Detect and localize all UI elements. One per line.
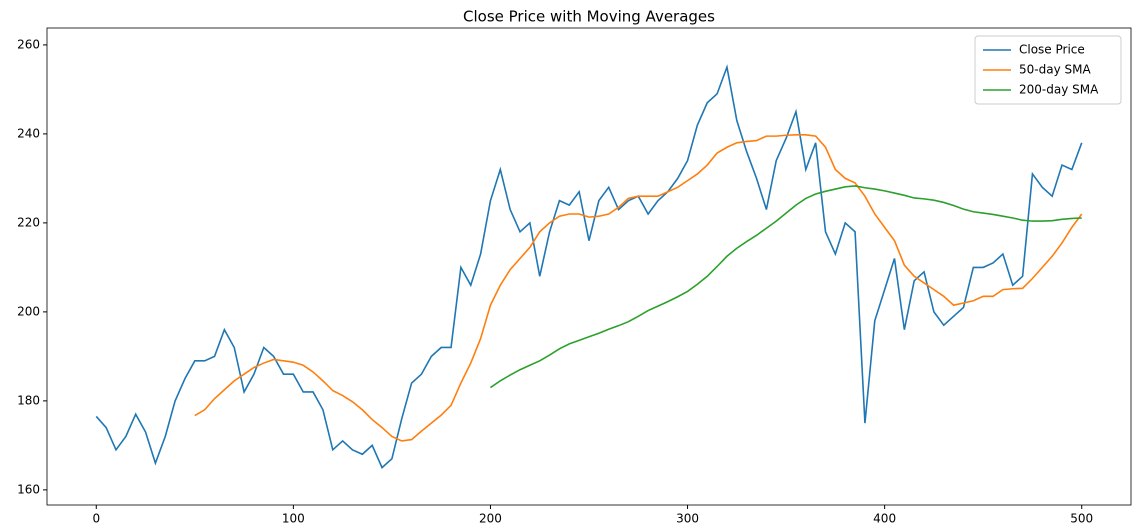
- series-line: [490, 185, 1082, 389]
- x-tick-label: 200: [479, 512, 502, 526]
- x-tick-label: 400: [873, 512, 896, 526]
- y-tick-label: 260: [17, 37, 40, 51]
- legend-box: [974, 35, 1122, 105]
- legend-label: Close Price: [1019, 43, 1085, 57]
- y-tick-label: 240: [17, 126, 40, 140]
- chart-title: Close Price with Moving Averages: [463, 8, 715, 26]
- series-line: [194, 133, 1083, 442]
- x-tick-label: 100: [282, 512, 305, 526]
- x-tick-label: 500: [1070, 512, 1093, 526]
- legend-label: 50-day SMA: [1019, 63, 1091, 77]
- plot-frame: [46, 27, 1132, 506]
- y-tick-label: 220: [17, 215, 40, 229]
- y-tick-label: 160: [17, 482, 40, 496]
- x-tick-label: 0: [92, 512, 100, 526]
- legend-label: 200-day SMA: [1019, 83, 1099, 97]
- y-tick-label: 180: [17, 393, 40, 407]
- x-tick-label: 300: [676, 512, 699, 526]
- y-tick-label: 200: [17, 304, 40, 318]
- series-line: [95, 64, 1083, 469]
